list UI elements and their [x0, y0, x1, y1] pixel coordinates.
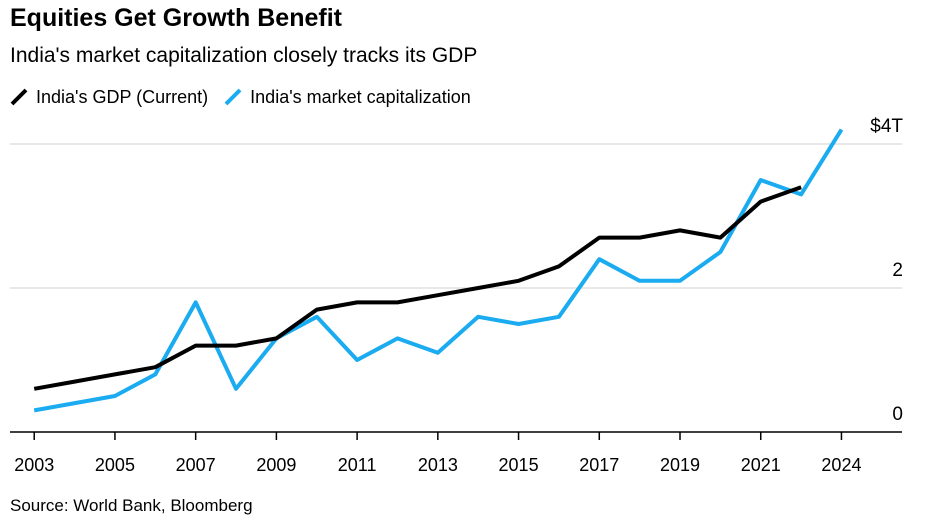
y-tick-label: 0 — [892, 404, 903, 425]
legend-swatch-market-cap — [224, 88, 242, 106]
y-tick-label: $4T — [870, 116, 903, 137]
x-tick-label: 2013 — [418, 455, 458, 475]
x-tick-label: 2009 — [256, 455, 296, 475]
x-tick-label: 2021 — [741, 455, 781, 475]
legend-swatch-gdp — [10, 88, 28, 106]
x-tick-label: 2003 — [14, 455, 54, 475]
x-tick-label: 2019 — [660, 455, 700, 475]
legend-item-gdp: India's GDP (Current) — [10, 87, 208, 108]
chart-subtitle: India's market capitalization closely tr… — [10, 44, 478, 67]
legend-label-market-cap: India's market capitalization — [250, 86, 471, 107]
x-tick-label: 2017 — [579, 455, 619, 475]
series-line-gdp — [33, 185, 802, 391]
legend: India's GDP (Current) India's market cap… — [10, 84, 487, 110]
series-line-market-cap — [33, 128, 844, 413]
x-tick-label: 2015 — [499, 455, 539, 475]
x-tick-label: 2005 — [95, 455, 135, 475]
y-tick-label: 2 — [892, 260, 903, 281]
legend-label-gdp: India's GDP (Current) — [36, 86, 209, 107]
line-chart: 0 2 $4T 2003 2005 2007 2009 2011 2013 2015 2017 201… — [10, 116, 903, 475]
chart-title: Equities Get Growth Benefit — [10, 4, 342, 32]
x-tick-label: 2011 — [338, 455, 377, 475]
x-tick-label: 2024 — [821, 455, 861, 475]
source-note: Source: World Bank, Bloomberg — [10, 496, 253, 515]
legend-item-market-cap: India's market capitalization — [224, 87, 471, 108]
x-tick-label: 2007 — [176, 455, 216, 475]
